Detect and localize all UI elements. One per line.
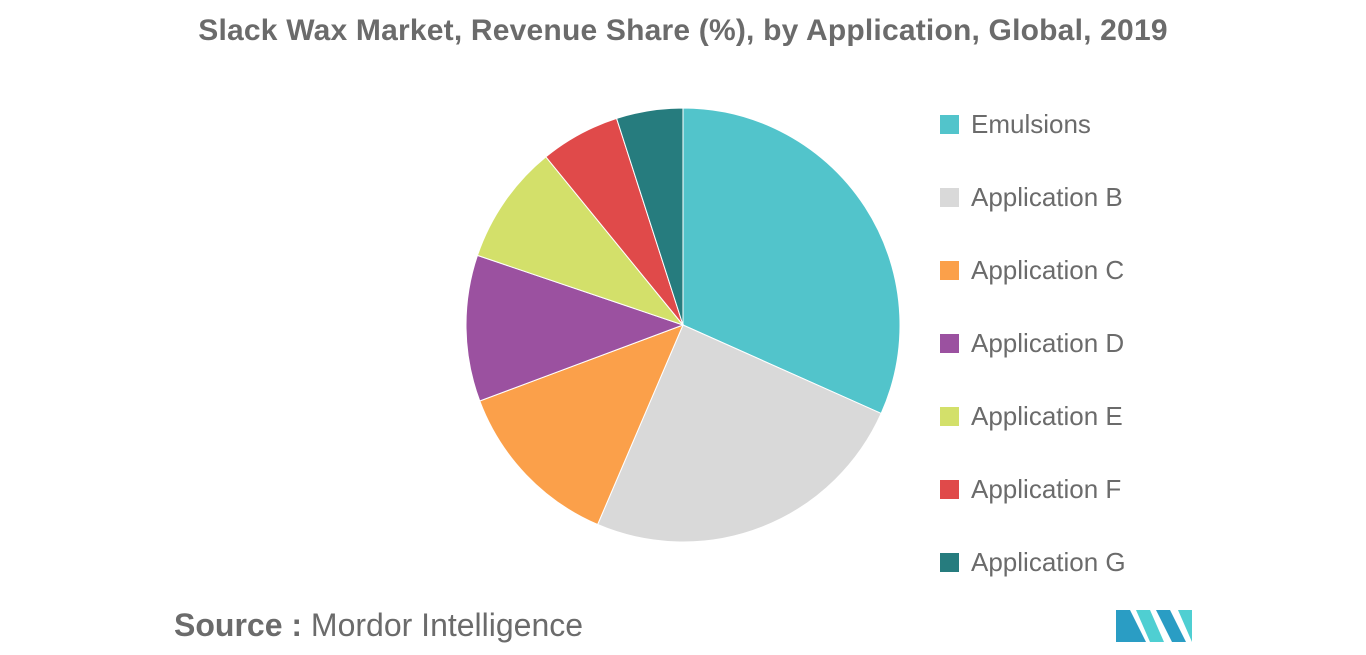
legend-item-emulsions: Emulsions bbox=[940, 88, 1126, 161]
source-note: Source : Mordor Intelligence bbox=[174, 607, 583, 644]
legend-label: Application B bbox=[971, 182, 1123, 212]
legend-swatch bbox=[940, 480, 959, 499]
legend-label: Application E bbox=[971, 401, 1123, 431]
legend-swatch bbox=[940, 407, 959, 426]
pie-slice-emulsions bbox=[682, 107, 901, 415]
source-label: Source : bbox=[174, 607, 303, 643]
legend-item-application-b: Application B bbox=[940, 161, 1126, 234]
mordor-intelligence-logo-icon bbox=[1116, 610, 1192, 642]
legend-swatch bbox=[940, 334, 959, 353]
legend-item-application-d: Application D bbox=[940, 307, 1126, 380]
legend-label: Application D bbox=[971, 328, 1125, 358]
pie-slice-application-g bbox=[615, 107, 684, 326]
source-value: Mordor Intelligence bbox=[310, 607, 584, 643]
pie-slice-application-b bbox=[596, 324, 882, 543]
chart-title: Slack Wax Market, Revenue Share (%), by … bbox=[198, 14, 1168, 47]
legend-swatch bbox=[940, 261, 959, 280]
chart-legend: Emulsions Application B Application C Appli… bbox=[940, 88, 1126, 599]
legend-swatch bbox=[940, 553, 959, 572]
legend-label: Application G bbox=[971, 547, 1126, 577]
legend-item-application-e: Application E bbox=[940, 380, 1126, 453]
pie-slice-application-d bbox=[465, 254, 685, 402]
legend-swatch bbox=[940, 115, 959, 134]
pie-slice-application-e bbox=[476, 156, 685, 327]
legend-label: Emulsions bbox=[971, 109, 1091, 139]
legend-label: Application F bbox=[971, 474, 1122, 504]
legend-item-application-f: Application F bbox=[940, 453, 1126, 526]
legend-swatch bbox=[940, 188, 959, 207]
legend-item-application-c: Application C bbox=[940, 234, 1126, 307]
legend-label: Application C bbox=[971, 255, 1125, 285]
pie-slice-application-c bbox=[479, 324, 684, 526]
legend-item-application-g: Application G bbox=[940, 526, 1126, 599]
